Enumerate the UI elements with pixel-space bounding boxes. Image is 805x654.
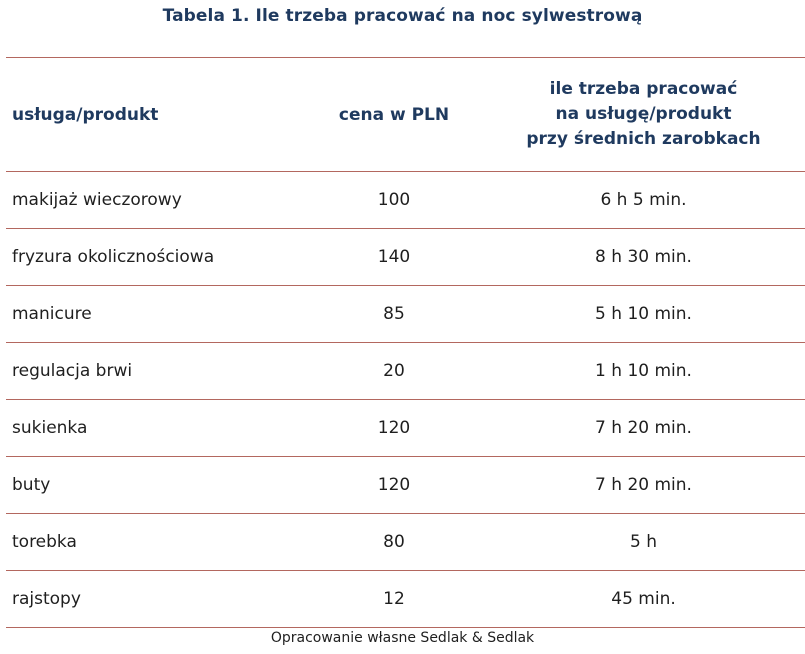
cell-time: 45 min. (611, 588, 676, 609)
cell-price: 120 (377, 475, 411, 495)
cell-price: 12 (383, 589, 405, 609)
cell-price: 100 (377, 190, 411, 210)
cell-item: sukienka (12, 418, 88, 438)
table-rule (6, 228, 805, 229)
table-rule (6, 399, 805, 400)
cell-time: 1 h 10 min. (595, 360, 692, 381)
cell-item: rajstopy (12, 589, 81, 609)
cell-price: 85 (383, 304, 405, 324)
table-rule (6, 171, 805, 172)
table-row: sukienka 120 7 h 20 min. (6, 400, 805, 456)
table-row: rajstopy 12 45 min. (6, 571, 805, 627)
table-row: makijaż wieczorowy 100 6 h 5 min. (6, 172, 805, 228)
table-rule (6, 570, 805, 571)
table-row: manicure 85 5 h 10 min. (6, 286, 805, 342)
table-rule (6, 285, 805, 286)
header-work-time-line-1: ile trzeba pracować (549, 79, 738, 99)
cell-item: fryzura okolicznościowa (12, 247, 215, 267)
table-row: fryzura okolicznościowa 140 8 h 30 min. (6, 229, 805, 285)
cell-time: 7 h 20 min. (595, 474, 692, 495)
table-title: Tabela 1. Ile trzeba pracować na noc syl… (162, 6, 643, 26)
header-work-time-line-3: przy średnich zarobkach (526, 129, 761, 149)
source-note: Opracowanie własne Sedlak & Sedlak (270, 630, 535, 646)
table-header-row: usługa/produkt cena w PLN ile trzeba pra… (6, 58, 805, 171)
cell-price: 20 (383, 361, 405, 381)
cell-item: makijaż wieczorowy (12, 190, 182, 210)
header-work-time-line-2: na usługę/produkt (555, 104, 732, 124)
table-row: regulacja brwi 20 1 h 10 min. (6, 343, 805, 399)
cell-time: 5 h (630, 531, 657, 552)
table-row: buty 120 7 h 20 min. (6, 457, 805, 513)
table-rule (6, 57, 805, 58)
cell-time: 7 h 20 min. (595, 417, 692, 438)
table-rule (6, 342, 805, 343)
cell-item: buty (12, 475, 51, 495)
cell-price: 140 (377, 247, 411, 267)
cell-item: regulacja brwi (12, 361, 133, 381)
cell-time: 5 h 10 min. (595, 303, 692, 324)
cell-item: torebka (12, 532, 77, 552)
table-rule (6, 456, 805, 457)
header-work-time: ile trzeba pracować na usługę/produkt pr… (482, 77, 805, 152)
cell-price: 80 (383, 532, 405, 552)
table-rule (6, 513, 805, 514)
data-table: usługa/produkt cena w PLN ile trzeba pra… (6, 57, 805, 628)
table-row: torebka 80 5 h (6, 514, 805, 570)
cell-price: 120 (377, 418, 411, 438)
header-price: cena w PLN (338, 104, 450, 125)
cell-time: 6 h 5 min. (600, 189, 687, 210)
cell-item: manicure (12, 304, 92, 324)
table-rule (6, 627, 805, 628)
cell-time: 8 h 30 min. (595, 246, 692, 267)
header-service-product: usługa/produkt (12, 104, 159, 125)
